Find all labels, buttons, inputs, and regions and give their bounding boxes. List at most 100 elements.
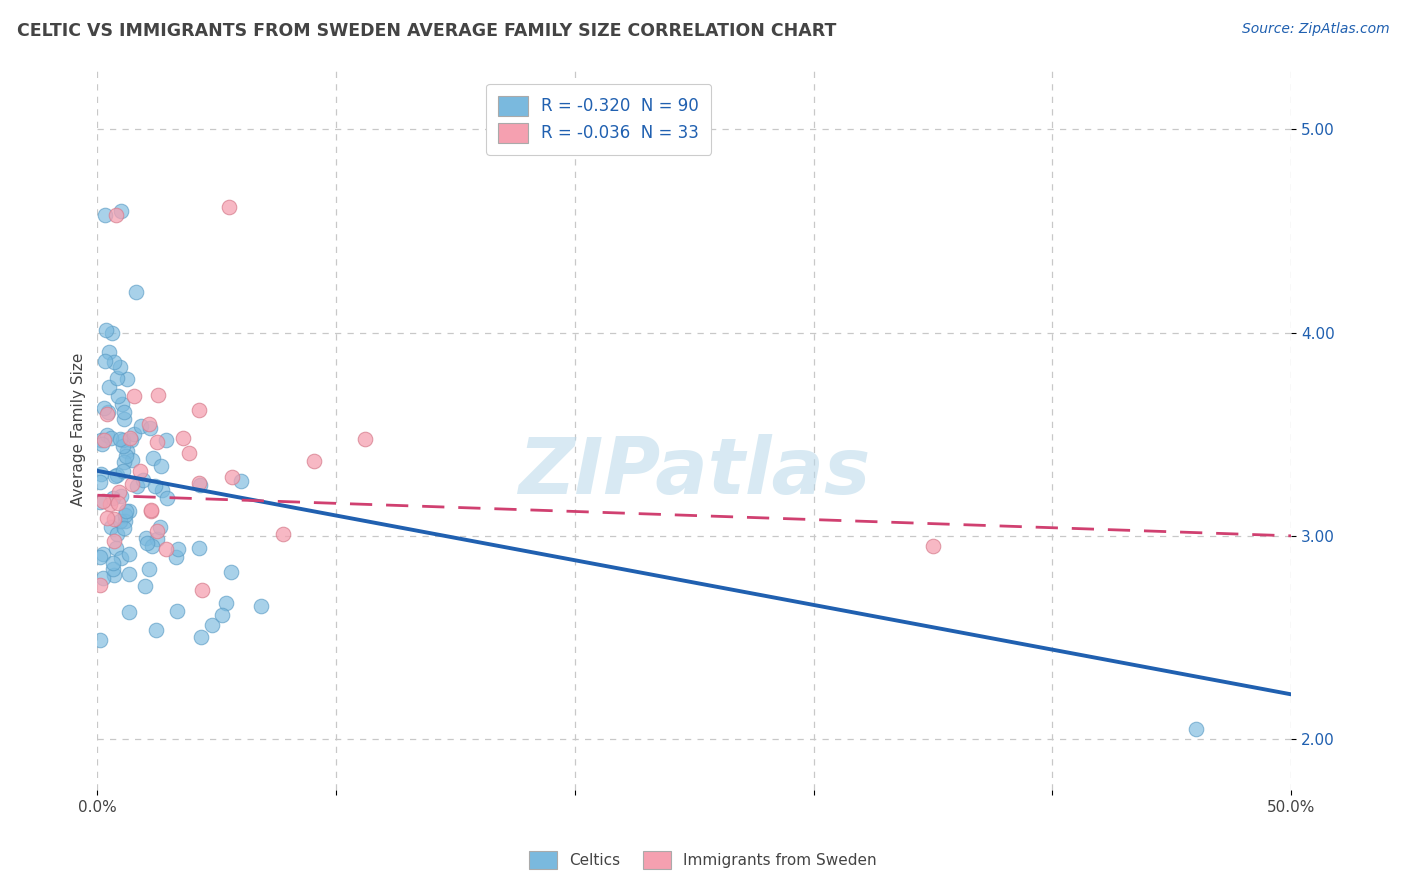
Point — [96, 407, 118, 421]
Point — [124, 389, 146, 403]
Point — [201, 618, 224, 632]
Point — [110, 550, 132, 565]
Point — [110, 203, 132, 218]
Point — [89, 475, 111, 489]
Point — [155, 433, 177, 447]
Point — [155, 542, 177, 557]
Point — [190, 630, 212, 644]
Point — [103, 562, 125, 576]
Point — [138, 562, 160, 576]
Point — [191, 582, 214, 597]
Point — [120, 431, 142, 445]
Point — [271, 527, 294, 541]
Point — [107, 496, 129, 510]
Point — [152, 483, 174, 498]
Point — [90, 467, 112, 481]
Text: Source: ZipAtlas.com: Source: ZipAtlas.com — [1241, 22, 1389, 37]
Point — [120, 434, 142, 448]
Point — [103, 533, 125, 548]
Point — [108, 485, 131, 500]
Point — [150, 459, 173, 474]
Point — [93, 547, 115, 561]
Point — [97, 345, 120, 359]
Point — [218, 200, 240, 214]
Point — [89, 578, 111, 592]
Point — [145, 434, 167, 449]
Point — [145, 624, 167, 638]
Point — [96, 511, 118, 525]
Point — [156, 491, 179, 505]
Point — [107, 389, 129, 403]
Point — [91, 494, 114, 508]
Point — [105, 527, 128, 541]
Point — [172, 431, 194, 445]
Point — [112, 405, 135, 419]
Point — [114, 508, 136, 522]
Point — [139, 421, 162, 435]
Point — [104, 468, 127, 483]
Point — [215, 596, 238, 610]
Point — [118, 547, 141, 561]
Point — [103, 491, 125, 505]
Point — [179, 445, 201, 459]
Point — [118, 566, 141, 581]
Point — [129, 418, 152, 433]
Point — [122, 426, 145, 441]
Point — [166, 604, 188, 618]
Point — [94, 354, 117, 368]
Point — [94, 323, 117, 337]
Text: ZIPatlas: ZIPatlas — [519, 434, 870, 510]
Point — [93, 208, 115, 222]
Point — [100, 519, 122, 533]
Point — [221, 470, 243, 484]
Point — [110, 432, 132, 446]
Point — [103, 511, 125, 525]
Point — [89, 495, 111, 509]
Text: CELTIC VS IMMIGRANTS FROM SWEDEN AVERAGE FAMILY SIZE CORRELATION CHART: CELTIC VS IMMIGRANTS FROM SWEDEN AVERAGE… — [17, 22, 837, 40]
Point — [211, 607, 233, 622]
Point — [110, 489, 132, 503]
Point — [922, 539, 945, 553]
Point — [142, 450, 165, 465]
Point — [114, 455, 136, 469]
Point — [118, 605, 141, 619]
Point — [90, 437, 112, 451]
Point — [115, 372, 138, 386]
Point — [101, 326, 124, 341]
Point — [149, 520, 172, 534]
Point — [90, 433, 112, 447]
Point — [145, 479, 167, 493]
Point — [1184, 722, 1206, 736]
Point — [89, 549, 111, 564]
Point — [115, 449, 138, 463]
Point — [112, 411, 135, 425]
Point — [93, 401, 115, 415]
Y-axis label: Average Family Size: Average Family Size — [72, 352, 86, 506]
Point — [112, 521, 135, 535]
Point — [141, 503, 163, 517]
Point — [145, 524, 167, 539]
Point — [231, 475, 253, 489]
Point — [115, 504, 138, 518]
Point — [250, 599, 273, 613]
Point — [111, 397, 134, 411]
Point — [188, 541, 211, 555]
Point — [96, 428, 118, 442]
Legend: R = -0.320  N = 90, R = -0.036  N = 33: R = -0.320 N = 90, R = -0.036 N = 33 — [486, 84, 711, 154]
Point — [110, 360, 132, 375]
Point — [103, 567, 125, 582]
Point — [105, 208, 128, 222]
Point — [190, 477, 212, 491]
Point — [118, 504, 141, 518]
Point — [302, 454, 325, 468]
Point — [353, 432, 375, 446]
Point — [115, 444, 138, 458]
Point — [111, 464, 134, 478]
Point — [139, 504, 162, 518]
Point — [129, 464, 152, 478]
Point — [165, 549, 187, 564]
Point — [135, 531, 157, 545]
Point — [135, 535, 157, 549]
Point — [138, 417, 160, 431]
Point — [167, 542, 190, 557]
